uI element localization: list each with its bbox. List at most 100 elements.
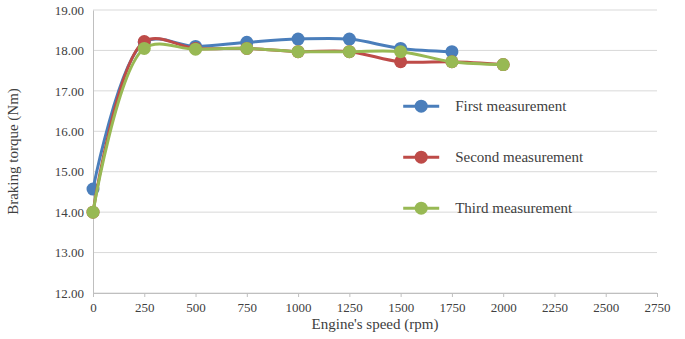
marker <box>240 42 253 55</box>
grid <box>93 10 657 293</box>
series-line <box>93 44 503 212</box>
x-tick: 2000 <box>491 293 517 315</box>
series-markers <box>87 42 510 219</box>
marker <box>138 42 151 55</box>
x-tick-mark <box>144 293 145 297</box>
plot: 12.00 13.00 14.00 15.00 16.00 17.00 18.00 19.00… <box>55 3 671 316</box>
x-tick-mark <box>554 293 555 297</box>
legend-marker <box>415 100 428 113</box>
marker <box>87 206 100 219</box>
series-markers <box>87 33 459 196</box>
y-axis-line <box>93 11 94 294</box>
x-axis: 0 250 500 750 1000 1250 1500 1750 2000 2250 2500 27… <box>90 293 670 315</box>
grid-line <box>93 252 657 253</box>
x-tick-label: 2250 <box>542 300 568 315</box>
x-tick-label: 1000 <box>286 300 312 315</box>
x-tick: 1750 <box>439 293 465 315</box>
x-tick-label: 0 <box>90 300 97 315</box>
x-tick: 750 <box>238 293 258 315</box>
y-tick: 17.00 <box>55 84 93 99</box>
y-tick-label: 17.00 <box>55 84 84 99</box>
x-tick-mark <box>93 293 94 297</box>
y-axis: 12.00 13.00 14.00 15.00 16.00 17.00 18.00 19.00 <box>55 3 94 301</box>
grid-line <box>93 10 657 11</box>
x-tick-label: 500 <box>186 300 206 315</box>
series-line <box>93 38 452 189</box>
y-axis-title: Braking torque (Nm) <box>5 88 22 215</box>
marker <box>343 45 356 58</box>
y-tick: 13.00 <box>55 245 93 260</box>
y-tick: 19.00 <box>55 3 93 18</box>
x-tick-label: 2750 <box>645 300 671 315</box>
x-tick-mark <box>196 293 197 297</box>
y-tick: 16.00 <box>55 124 93 139</box>
marker <box>292 33 305 46</box>
marker <box>497 58 510 71</box>
marker <box>394 45 407 58</box>
marker <box>292 45 305 58</box>
grid-line <box>93 90 657 91</box>
x-tick-mark <box>349 293 350 297</box>
x-tick-label: 1250 <box>337 300 363 315</box>
x-tick: 2750 <box>645 293 671 315</box>
marker <box>343 45 356 58</box>
x-axis-title: Engine's speed (rpm) <box>312 316 439 333</box>
marker <box>292 45 305 58</box>
legend-marker <box>415 202 428 215</box>
grid-line <box>93 171 657 172</box>
x-tick-label: 2500 <box>593 300 619 315</box>
legend-item: Third measurement <box>403 200 573 216</box>
x-tick-mark <box>503 293 504 297</box>
y-tick-label: 12.00 <box>55 286 84 301</box>
x-tick: 2250 <box>542 293 568 315</box>
marker <box>189 42 202 55</box>
x-tick-label: 750 <box>238 300 258 315</box>
series-line <box>93 39 503 213</box>
y-tick-label: 15.00 <box>55 164 84 179</box>
legend-item: First measurement <box>403 98 567 114</box>
legend-label: First measurement <box>455 98 567 114</box>
legend-marker <box>415 151 428 164</box>
marker <box>445 55 458 68</box>
legend-label: Second measurement <box>455 149 584 165</box>
x-tick: 0 <box>90 293 97 315</box>
y-tick: 18.00 <box>55 43 93 58</box>
y-tick-label: 18.00 <box>55 43 84 58</box>
data-area <box>87 33 510 219</box>
x-tick: 2500 <box>593 293 619 315</box>
y-tick-label: 19.00 <box>55 3 84 18</box>
y-tick-label: 16.00 <box>55 124 84 139</box>
x-tick: 1500 <box>388 293 414 315</box>
x-tick-mark <box>401 293 402 297</box>
marker <box>445 55 458 68</box>
series-markers <box>87 35 510 219</box>
legend: First measurement Second measurement Third… <box>403 98 584 216</box>
y-tick-label: 14.00 <box>55 205 84 220</box>
x-tick-label: 250 <box>135 300 155 315</box>
y-tick: 12.00 <box>55 286 93 301</box>
x-tick-mark <box>452 293 453 297</box>
x-tick: 250 <box>135 293 155 315</box>
x-tick-label: 1500 <box>388 300 414 315</box>
grid-line <box>93 131 657 132</box>
x-tick-mark <box>247 293 248 297</box>
x-tick-mark <box>606 293 607 297</box>
x-tick: 1000 <box>286 293 312 315</box>
marker <box>87 206 100 219</box>
marker <box>343 33 356 46</box>
x-tick-label: 2000 <box>491 300 517 315</box>
legend-label: Third measurement <box>455 200 573 216</box>
marker <box>189 43 202 56</box>
x-tick-mark <box>298 293 299 297</box>
marker <box>240 42 253 55</box>
x-tick-mark <box>657 293 658 297</box>
grid-line <box>93 212 657 213</box>
x-tick: 500 <box>186 293 206 315</box>
chart: 12.00 13.00 14.00 15.00 16.00 17.00 18.00 19.00… <box>0 0 685 339</box>
legend-item: Second measurement <box>403 149 584 165</box>
y-tick-label: 13.00 <box>55 245 84 260</box>
x-tick-label: 1750 <box>439 300 465 315</box>
x-axis-line <box>94 294 658 298</box>
y-tick: 15.00 <box>55 164 93 179</box>
x-tick: 1250 <box>337 293 363 315</box>
